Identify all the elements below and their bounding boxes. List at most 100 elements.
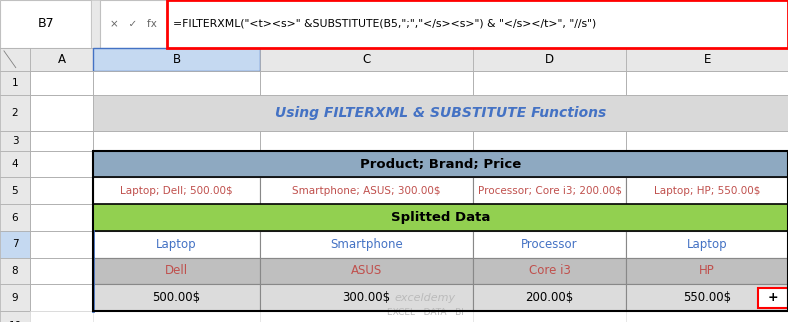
- Text: 6: 6: [12, 213, 18, 223]
- Text: Laptop: Laptop: [687, 238, 727, 251]
- Bar: [91, 0, 100, 48]
- Bar: [30, 258, 93, 284]
- Text: ASUS: ASUS: [351, 264, 382, 278]
- Bar: [260, 71, 473, 95]
- Bar: [260, 231, 473, 258]
- Bar: [473, 131, 626, 151]
- Bar: [0, 204, 30, 231]
- Bar: [260, 48, 473, 71]
- Bar: [0, 95, 30, 131]
- Text: 2: 2: [12, 108, 18, 118]
- Text: Processor; Core i3; 200.00$: Processor; Core i3; 200.00$: [478, 186, 622, 196]
- Bar: [30, 131, 93, 151]
- Bar: [30, 204, 93, 231]
- Text: A: A: [58, 53, 65, 66]
- Bar: [0, 284, 30, 311]
- Text: 5: 5: [12, 186, 18, 196]
- Text: 7: 7: [12, 239, 18, 249]
- Text: 9: 9: [12, 293, 18, 303]
- Bar: [30, 151, 93, 177]
- Bar: [626, 177, 788, 204]
- Bar: [626, 231, 788, 258]
- Text: +: +: [768, 291, 779, 304]
- Bar: [93, 204, 788, 231]
- Text: 300.00$: 300.00$: [342, 291, 391, 304]
- Bar: [0, 48, 30, 71]
- Bar: [30, 311, 93, 322]
- Bar: [93, 48, 260, 71]
- Text: Processor: Processor: [522, 238, 578, 251]
- Text: B: B: [173, 53, 180, 66]
- Bar: [626, 284, 788, 311]
- Text: Dell: Dell: [165, 264, 188, 278]
- Bar: [260, 131, 473, 151]
- Bar: [30, 95, 93, 131]
- Bar: [473, 284, 626, 311]
- Text: B7: B7: [37, 17, 54, 30]
- Bar: [473, 258, 626, 284]
- Bar: [93, 311, 260, 322]
- Bar: [0, 231, 30, 258]
- Bar: [0, 0, 91, 48]
- Bar: [30, 48, 93, 71]
- Bar: [626, 71, 788, 95]
- Text: Laptop: Laptop: [156, 238, 197, 251]
- Bar: [260, 311, 473, 322]
- Text: Smartphone: Smartphone: [330, 238, 403, 251]
- Text: Splitted Data: Splitted Data: [391, 211, 490, 224]
- Bar: [260, 258, 473, 284]
- Bar: [30, 177, 93, 204]
- Text: C: C: [362, 53, 370, 66]
- Text: 200.00$: 200.00$: [526, 291, 574, 304]
- Bar: [93, 95, 788, 131]
- Text: Core i3: Core i3: [529, 264, 571, 278]
- Bar: [473, 177, 626, 204]
- Text: 10: 10: [9, 321, 21, 322]
- Text: ×   ✓   fx: × ✓ fx: [110, 19, 157, 29]
- Bar: [167, 0, 788, 48]
- Bar: [0, 151, 30, 177]
- Bar: [626, 311, 788, 322]
- Text: 8: 8: [12, 266, 18, 276]
- Bar: [473, 48, 626, 71]
- Text: D: D: [545, 53, 554, 66]
- Bar: [626, 258, 788, 284]
- Bar: [93, 151, 788, 177]
- Bar: [30, 71, 93, 95]
- Text: 1: 1: [12, 78, 18, 88]
- Bar: [758, 288, 788, 308]
- Text: Laptop; Dell; 500.00$: Laptop; Dell; 500.00$: [121, 186, 232, 196]
- Bar: [93, 258, 260, 284]
- Text: 4: 4: [12, 159, 18, 169]
- Bar: [93, 284, 260, 311]
- Text: E: E: [704, 53, 711, 66]
- Bar: [93, 177, 260, 204]
- Bar: [260, 284, 473, 311]
- Bar: [473, 71, 626, 95]
- Text: 500.00$: 500.00$: [152, 291, 201, 304]
- Bar: [30, 231, 93, 258]
- Bar: [626, 131, 788, 151]
- Bar: [626, 48, 788, 71]
- Text: HP: HP: [700, 264, 715, 278]
- Bar: [0, 131, 30, 151]
- Text: EXCEL · DATA · BI: EXCEL · DATA · BI: [387, 308, 464, 317]
- Bar: [100, 0, 167, 48]
- Text: 3: 3: [12, 136, 18, 146]
- Bar: [0, 177, 30, 204]
- Bar: [260, 177, 473, 204]
- Bar: [0, 71, 30, 95]
- Bar: [93, 151, 788, 311]
- Bar: [473, 311, 626, 322]
- Text: =FILTERXML("<t><s>" &SUBSTITUTE(B5,";","</s><s>") & "</s></t>", "//s"): =FILTERXML("<t><s>" &SUBSTITUTE(B5,";","…: [173, 19, 597, 29]
- Text: Product; Brand; Price: Product; Brand; Price: [360, 157, 521, 171]
- Bar: [93, 71, 260, 95]
- Text: Smartphone; ASUS; 300.00$: Smartphone; ASUS; 300.00$: [292, 186, 440, 196]
- Bar: [473, 231, 626, 258]
- Text: Using FILTERXML & SUBSTITUTE Functions: Using FILTERXML & SUBSTITUTE Functions: [275, 106, 606, 120]
- Text: 550.00$: 550.00$: [683, 291, 731, 304]
- Bar: [0, 311, 30, 322]
- Text: exceldemy: exceldemy: [395, 293, 456, 303]
- Text: Laptop; HP; 550.00$: Laptop; HP; 550.00$: [654, 186, 760, 196]
- Bar: [30, 284, 93, 311]
